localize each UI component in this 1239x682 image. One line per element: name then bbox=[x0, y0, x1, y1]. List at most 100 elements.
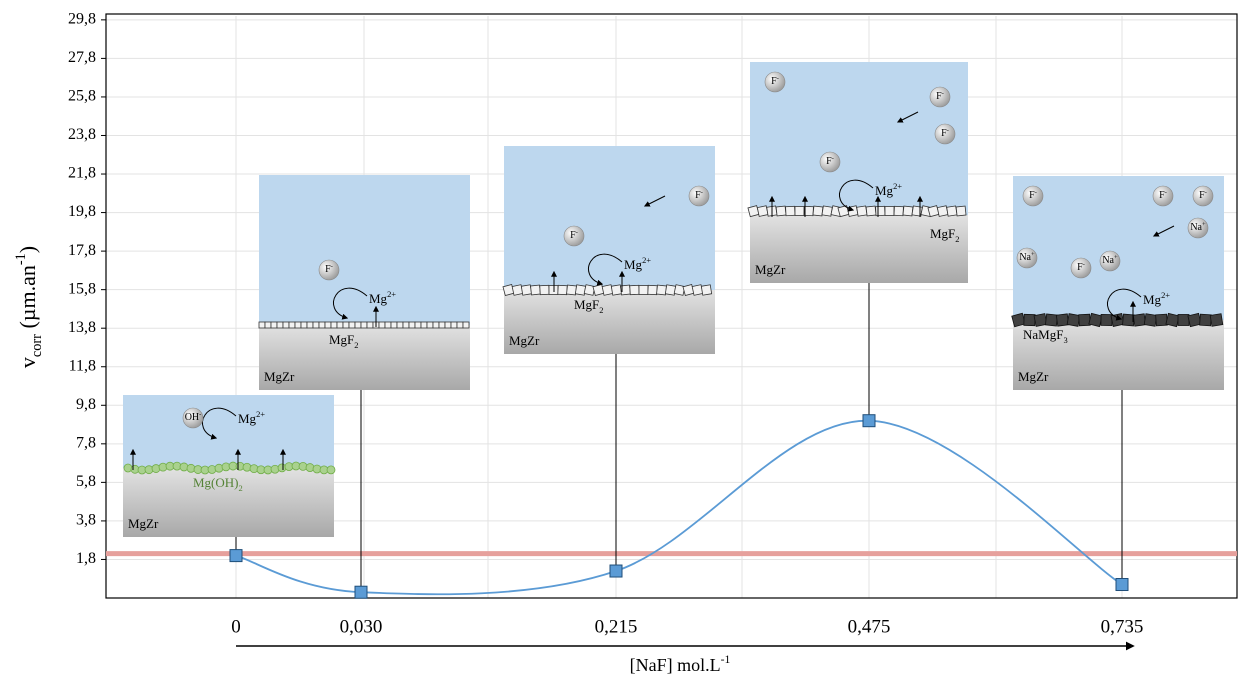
ion-label: F- bbox=[695, 189, 703, 201]
layer-label-part: MgF bbox=[574, 297, 599, 312]
layer-label-part: NaMgF bbox=[1023, 327, 1063, 342]
y-tick-label: 3,8 bbox=[76, 512, 96, 529]
layer-crystal bbox=[318, 321, 326, 329]
ion bbox=[929, 86, 951, 108]
substrate-label: MgZr bbox=[128, 516, 159, 531]
ion-label-part: F bbox=[771, 76, 777, 87]
layer-crystal bbox=[884, 206, 895, 216]
layer-grain bbox=[151, 464, 161, 473]
layer-crystal bbox=[300, 321, 308, 329]
layer-crystal bbox=[276, 321, 284, 329]
ion-label: F- bbox=[1077, 261, 1085, 273]
layer-crystal bbox=[360, 321, 368, 329]
layer-grain bbox=[305, 463, 315, 472]
layer-crystal bbox=[1199, 313, 1212, 327]
ion-label-part: - bbox=[1083, 261, 1085, 268]
layer-crystal bbox=[348, 321, 356, 329]
layer-label-part: MgF bbox=[930, 226, 955, 241]
layer-crystal bbox=[1187, 312, 1202, 328]
ion-label: F- bbox=[941, 127, 949, 139]
substrate bbox=[123, 468, 334, 537]
ion bbox=[563, 225, 585, 247]
layer-crystal bbox=[539, 284, 550, 296]
ion-label-part: F bbox=[1159, 190, 1165, 201]
layer-label: MgF2 bbox=[329, 332, 359, 350]
layer-crystal bbox=[324, 321, 332, 329]
layer-crystal bbox=[366, 321, 374, 329]
substrate bbox=[750, 215, 968, 283]
ion bbox=[819, 151, 841, 173]
ion-label-part: - bbox=[576, 229, 578, 236]
y-tick-label: 13,8 bbox=[68, 319, 96, 336]
layer-crystal bbox=[1100, 313, 1113, 327]
y-axis-title-part: corr bbox=[29, 334, 45, 357]
y-tick-label: 5,8 bbox=[76, 473, 96, 490]
x-tick-label: 0,735 bbox=[1101, 616, 1144, 637]
substrate bbox=[259, 325, 470, 390]
ion-label: F- bbox=[826, 155, 834, 167]
ion bbox=[1187, 217, 1209, 239]
layer-crystal bbox=[294, 321, 302, 329]
layer-crystal bbox=[1023, 313, 1036, 327]
x-tick-label: 0,030 bbox=[340, 616, 383, 637]
y-tick-label: 7,8 bbox=[76, 434, 96, 451]
reaction-arrow bbox=[333, 287, 368, 320]
reaction-arrow bbox=[1107, 288, 1142, 321]
cation-label: Mg2+ bbox=[624, 255, 651, 272]
series-line bbox=[235, 419, 1123, 596]
layer-label-part: 3 bbox=[1063, 335, 1067, 345]
ion-label-part: + bbox=[1202, 221, 1206, 228]
y-tick-label: 29,8 bbox=[68, 11, 96, 28]
ion bbox=[182, 407, 204, 429]
y-tick-label: 23,8 bbox=[68, 126, 96, 143]
layer-crystal bbox=[638, 285, 649, 295]
layer-crystal bbox=[258, 321, 266, 329]
y-tick-label: 9,8 bbox=[76, 396, 96, 413]
data-point bbox=[1115, 578, 1129, 592]
ion-label: Na+ bbox=[1190, 221, 1206, 233]
layer-crystal bbox=[432, 321, 440, 329]
y-tick-label: 19,8 bbox=[68, 203, 96, 220]
data-point bbox=[609, 564, 623, 578]
cation-label-part: 2+ bbox=[1161, 290, 1170, 300]
y-axis-title: vcorr (µm.an-1) bbox=[13, 246, 45, 368]
layer-crystal bbox=[306, 321, 314, 329]
x-tick-label: 0 bbox=[231, 616, 241, 637]
ion-label: F- bbox=[325, 263, 333, 275]
layer-grain bbox=[214, 463, 224, 473]
ion-label-part: F bbox=[695, 190, 701, 201]
ion-label-part: F bbox=[1199, 190, 1205, 201]
ion-label-part: Na bbox=[1019, 252, 1031, 263]
layer-crystal bbox=[420, 321, 428, 329]
y-tick-label: 17,8 bbox=[68, 242, 96, 259]
x-tick-label: 0,475 bbox=[848, 616, 891, 637]
layer-grain bbox=[179, 462, 189, 472]
ion-label-part: F bbox=[936, 91, 942, 102]
ion-label-part: F bbox=[941, 128, 947, 139]
layer-crystal bbox=[794, 206, 805, 216]
layer-crystal bbox=[656, 284, 667, 296]
diffusion-arrow bbox=[1152, 225, 1175, 237]
layer-label-part: 2 bbox=[354, 340, 358, 350]
ion-label: F- bbox=[1159, 189, 1167, 201]
ion-label-part: - bbox=[1205, 189, 1207, 196]
layer-crystal bbox=[282, 321, 290, 329]
layer-crystal bbox=[1209, 313, 1224, 327]
layer-crystal bbox=[408, 321, 416, 329]
ion-label: F- bbox=[1199, 189, 1207, 201]
ion bbox=[1016, 247, 1038, 269]
layer-crystal bbox=[378, 321, 386, 329]
layer-crystal bbox=[1177, 314, 1190, 326]
layer-crystal bbox=[444, 321, 452, 329]
layer-label: MgF2 bbox=[574, 297, 604, 315]
layer-label-part: Mg(OH) bbox=[193, 475, 239, 490]
layer-crystal bbox=[875, 205, 886, 217]
ion-label-part: - bbox=[1035, 189, 1037, 196]
layer-crystal bbox=[1011, 312, 1026, 328]
layer-label-part: 2 bbox=[599, 305, 603, 315]
layer-crystal bbox=[700, 284, 713, 296]
layer-crystal bbox=[384, 321, 392, 329]
reaction-arrow bbox=[202, 407, 237, 440]
water bbox=[504, 146, 715, 290]
cation-label: Mg2+ bbox=[1143, 290, 1170, 307]
